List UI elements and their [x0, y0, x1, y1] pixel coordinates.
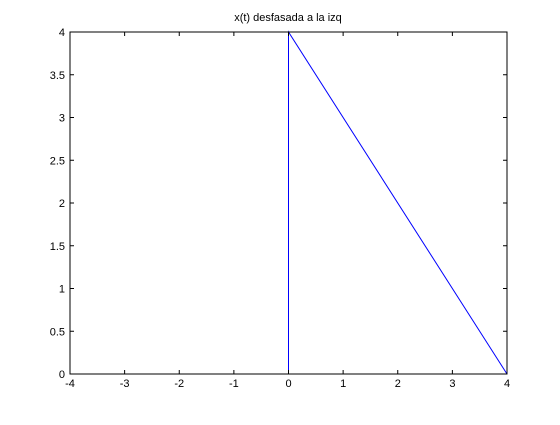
- x-tick-label: 4: [504, 378, 510, 390]
- y-axis-ticks: 0 0.5 1 1.5 2 2.5 3 3.5 4: [50, 27, 507, 381]
- x-tick-label: -3: [120, 378, 130, 390]
- x-tick-label: 0: [285, 378, 291, 390]
- y-tick-label: 3: [59, 113, 65, 125]
- y-tick-label: 2: [59, 198, 65, 210]
- chart-title: x(t) desfasada a la izq: [234, 12, 342, 24]
- y-tick-label: 0: [59, 369, 65, 381]
- x-axis-ticks: -4 -3 -2 -1 0 1 2 3 4: [65, 32, 510, 390]
- x-tick-label: 2: [395, 378, 401, 390]
- x-tick-label: 1: [340, 378, 346, 390]
- y-tick-label: 0.5: [50, 326, 65, 338]
- y-tick-label: 2.5: [50, 155, 65, 167]
- x-tick-label: -1: [229, 378, 239, 390]
- y-tick-label: 1: [59, 284, 65, 296]
- y-tick-label: 3.5: [50, 70, 65, 82]
- y-tick-label: 1.5: [50, 241, 65, 253]
- plot-series: [289, 32, 508, 374]
- y-tick-label: 4: [59, 27, 65, 39]
- series-line-0: [289, 32, 508, 374]
- x-tick-label: -2: [174, 378, 184, 390]
- x-tick-label: -4: [65, 378, 75, 390]
- x-tick-label: 3: [449, 378, 455, 390]
